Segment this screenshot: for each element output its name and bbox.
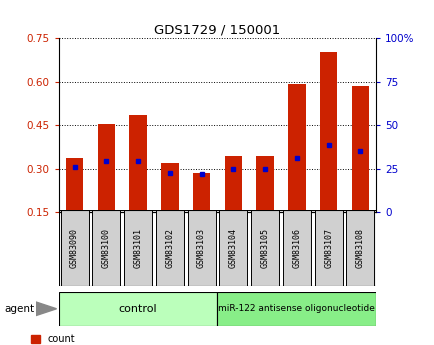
- Bar: [219, 210, 247, 286]
- Bar: [161, 163, 178, 212]
- Bar: [287, 85, 305, 212]
- Bar: [155, 210, 184, 286]
- Text: miR-122 antisense oligonucleotide: miR-122 antisense oligonucleotide: [218, 304, 375, 313]
- Text: GSM83101: GSM83101: [133, 228, 142, 268]
- Title: GDS1729 / 150001: GDS1729 / 150001: [154, 24, 280, 37]
- Bar: [282, 210, 310, 286]
- Bar: [129, 115, 147, 212]
- Bar: [314, 210, 342, 286]
- Bar: [60, 210, 89, 286]
- Bar: [224, 156, 242, 212]
- Polygon shape: [36, 302, 56, 316]
- Legend: count, percentile rank within the sample: count, percentile rank within the sample: [31, 334, 212, 345]
- Bar: [92, 210, 120, 286]
- Bar: [59, 292, 217, 326]
- Text: control: control: [118, 304, 157, 314]
- Text: GSM83104: GSM83104: [228, 228, 237, 268]
- Text: GSM83100: GSM83100: [102, 228, 111, 268]
- Bar: [124, 210, 152, 286]
- Text: GSM83090: GSM83090: [70, 228, 79, 268]
- Text: GSM83106: GSM83106: [292, 228, 301, 268]
- Bar: [97, 124, 115, 212]
- Bar: [187, 210, 215, 286]
- Bar: [319, 52, 337, 212]
- Text: agent: agent: [4, 304, 34, 314]
- Bar: [217, 292, 375, 326]
- Bar: [66, 158, 83, 212]
- Text: GSM83108: GSM83108: [355, 228, 364, 268]
- Text: GSM83103: GSM83103: [197, 228, 206, 268]
- Text: GSM83107: GSM83107: [323, 228, 332, 268]
- Text: GSM83105: GSM83105: [260, 228, 269, 268]
- Bar: [256, 156, 273, 212]
- Bar: [192, 173, 210, 212]
- Text: GSM83102: GSM83102: [165, 228, 174, 268]
- Bar: [345, 210, 374, 286]
- Bar: [250, 210, 279, 286]
- Bar: [351, 86, 368, 212]
